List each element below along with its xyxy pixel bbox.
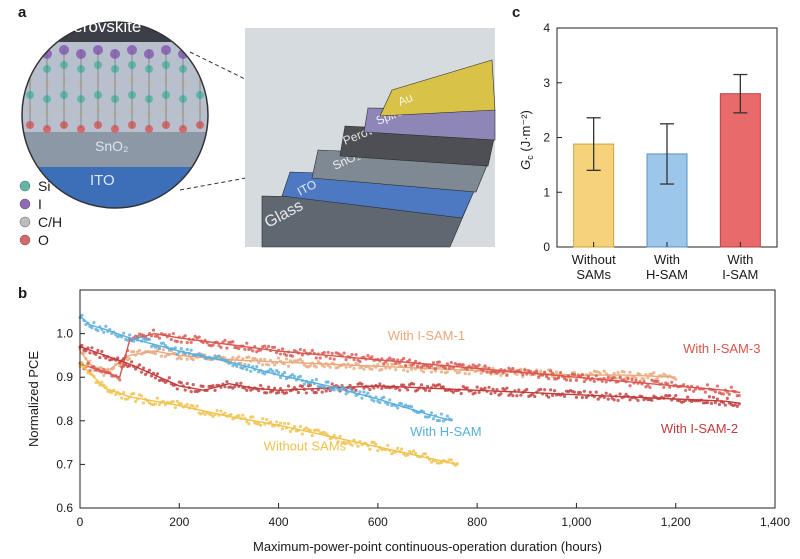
legend-label-ch: C/H xyxy=(38,214,62,230)
molecule-atom xyxy=(25,45,35,55)
molecule-atom xyxy=(195,45,205,55)
legend-label-i: I xyxy=(38,196,42,212)
panel-label-b: b xyxy=(18,285,28,302)
legend-swatch-i xyxy=(19,198,31,210)
molecule-atom xyxy=(26,61,34,69)
legend-swatch-ch xyxy=(19,216,31,228)
legend-swatch-o xyxy=(19,234,31,246)
molecule-atom xyxy=(145,125,153,133)
molecule-atom xyxy=(77,125,85,133)
molecule-atom xyxy=(196,61,204,69)
stack-label-au: Au xyxy=(396,90,415,108)
zoom-circle xyxy=(22,22,208,208)
legend-label-o: O xyxy=(38,232,49,248)
molecule-atom xyxy=(111,125,119,133)
zoom-label-perovskite: Perovskite xyxy=(62,17,141,36)
molecule-atom xyxy=(179,125,187,133)
legend-swatch-si xyxy=(19,180,31,192)
panel-label-c: c xyxy=(512,4,521,21)
molecule-atom xyxy=(43,125,51,133)
legend-label-si: Si xyxy=(38,178,50,194)
zoom-label-sno2: SnO₂ xyxy=(95,138,128,154)
zoom-label-ito: ITO xyxy=(90,172,115,189)
stack-layer-au xyxy=(379,59,496,117)
panel-label-a: a xyxy=(18,4,27,21)
